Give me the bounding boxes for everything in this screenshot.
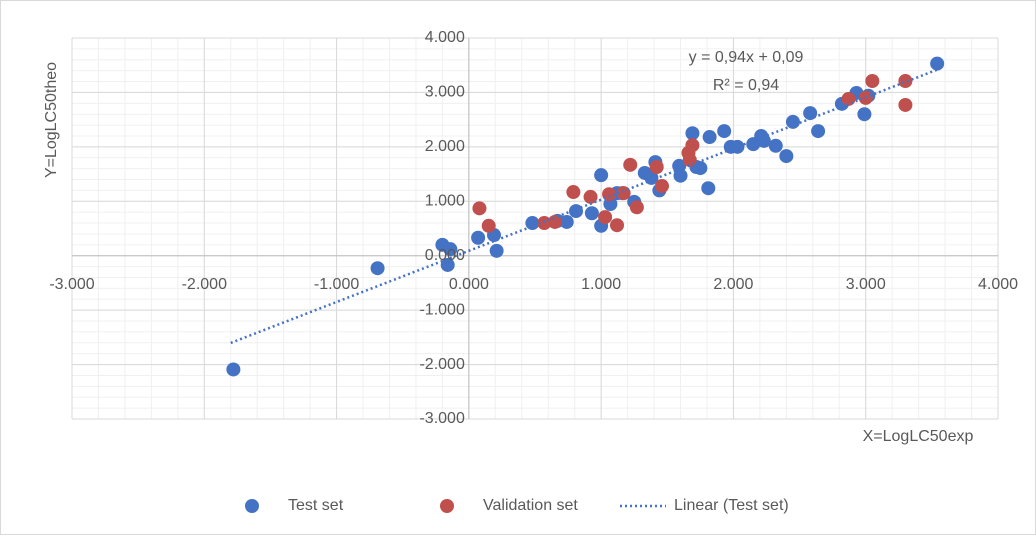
point xyxy=(559,214,574,229)
point xyxy=(471,230,486,245)
point xyxy=(481,218,496,233)
legend-label: Test set xyxy=(288,497,344,514)
point xyxy=(756,133,771,148)
y-tick-label: 1.000 xyxy=(425,193,465,210)
point xyxy=(685,126,700,141)
point xyxy=(898,73,913,88)
point xyxy=(779,149,794,164)
grid xyxy=(71,37,999,420)
y-tick-label: 0.000 xyxy=(425,247,465,264)
point xyxy=(693,161,708,176)
point xyxy=(616,186,631,201)
point xyxy=(768,138,783,153)
point xyxy=(594,168,609,183)
point xyxy=(649,159,664,174)
point xyxy=(583,189,598,204)
point xyxy=(930,56,945,71)
equation: y = 0,94x + 0,09 xyxy=(689,49,804,66)
legend-symbol xyxy=(440,499,454,513)
point xyxy=(702,130,717,145)
y-tick-label: -3.000 xyxy=(419,410,464,427)
point xyxy=(547,214,562,229)
point xyxy=(525,216,540,231)
legend-label: Linear (Test set) xyxy=(674,497,789,514)
marks xyxy=(226,56,945,377)
point xyxy=(898,97,913,112)
point xyxy=(569,204,584,219)
point xyxy=(673,168,688,183)
point xyxy=(472,201,487,216)
point xyxy=(841,91,856,106)
point xyxy=(865,73,880,88)
x-axis-title: X=LogLC50exp xyxy=(863,428,974,445)
y-tick-label: -2.000 xyxy=(419,356,464,373)
point xyxy=(610,218,625,233)
point xyxy=(443,242,458,257)
point xyxy=(654,179,669,194)
x-tick-label: -2.000 xyxy=(182,276,227,293)
point xyxy=(701,181,716,196)
x-tick-label: -3.000 xyxy=(49,276,94,293)
x-tick-label: 3.000 xyxy=(846,276,886,293)
point xyxy=(226,362,241,377)
point xyxy=(623,157,638,172)
point xyxy=(644,170,659,185)
legend-symbol xyxy=(245,499,259,513)
trendline xyxy=(230,68,939,345)
point xyxy=(629,200,644,215)
x-tick-label: 0.000 xyxy=(449,276,489,293)
point xyxy=(785,114,800,129)
legend-label: Validation set xyxy=(483,497,578,514)
y-tick-label: -1.000 xyxy=(419,301,464,318)
y-tick-label: 2.000 xyxy=(425,138,465,155)
point xyxy=(584,206,599,221)
point xyxy=(598,210,613,225)
point xyxy=(440,257,455,272)
point xyxy=(685,138,700,153)
point xyxy=(717,124,732,139)
x-tick-label: 2.000 xyxy=(713,276,753,293)
y-tick-label: 4.000 xyxy=(425,29,465,46)
x-tick-label: 4.000 xyxy=(978,276,1018,293)
x-tick-label: -1.000 xyxy=(314,276,359,293)
point xyxy=(489,243,504,258)
point xyxy=(370,261,385,276)
point xyxy=(811,124,826,139)
point xyxy=(566,185,581,200)
y-axis-title: Y=LogLC50theo xyxy=(43,62,60,178)
point xyxy=(730,139,745,154)
point xyxy=(682,152,697,167)
x-tick-label: 1.000 xyxy=(581,276,621,293)
r-squared: R² = 0,94 xyxy=(713,77,779,94)
point xyxy=(857,107,872,122)
y-tick-label: 3.000 xyxy=(425,84,465,101)
